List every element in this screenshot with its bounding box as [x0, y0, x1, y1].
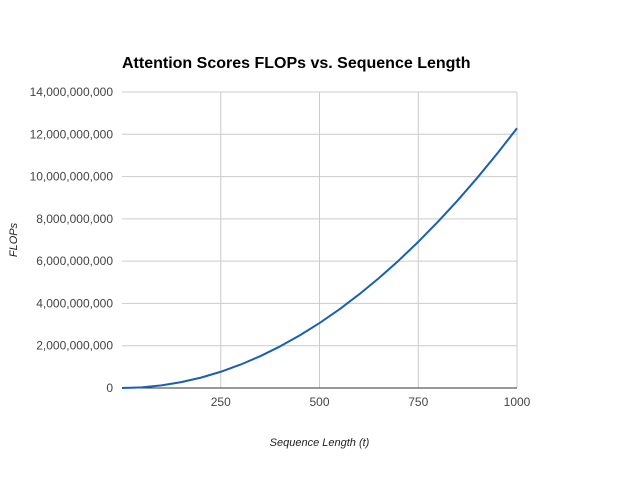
- y-tick-label: 4,000,000,000: [36, 296, 113, 310]
- series-line: [121, 127, 518, 389]
- x-tick-label: 1000: [504, 395, 531, 409]
- y-tick-label: 8,000,000,000: [36, 212, 113, 226]
- y-tick-label: 12,000,000,000: [30, 127, 114, 141]
- y-tick-label: 14,000,000,000: [30, 85, 114, 99]
- y-tick-label: 0: [106, 381, 113, 395]
- series-layer: [121, 127, 518, 389]
- x-tick-label: 250: [211, 395, 231, 409]
- x-axis-label: Sequence Length (t): [270, 437, 370, 449]
- chart-title: Attention Scores FLOPs vs. Sequence Leng…: [122, 55, 471, 72]
- grid-lines: [122, 91, 518, 388]
- tick-labels: 0 2,000,000,000 4,000,000,000 6,000,000,000…: [30, 85, 531, 409]
- y-tick-label: 10,000,000,000: [30, 170, 114, 184]
- x-tick-label: 750: [408, 395, 428, 409]
- y-tick-label: 6,000,000,000: [36, 254, 113, 268]
- y-tick-label: 2,000,000,000: [36, 339, 113, 353]
- y-axis-label: FLOPs: [8, 222, 20, 257]
- x-tick-label: 500: [309, 395, 329, 409]
